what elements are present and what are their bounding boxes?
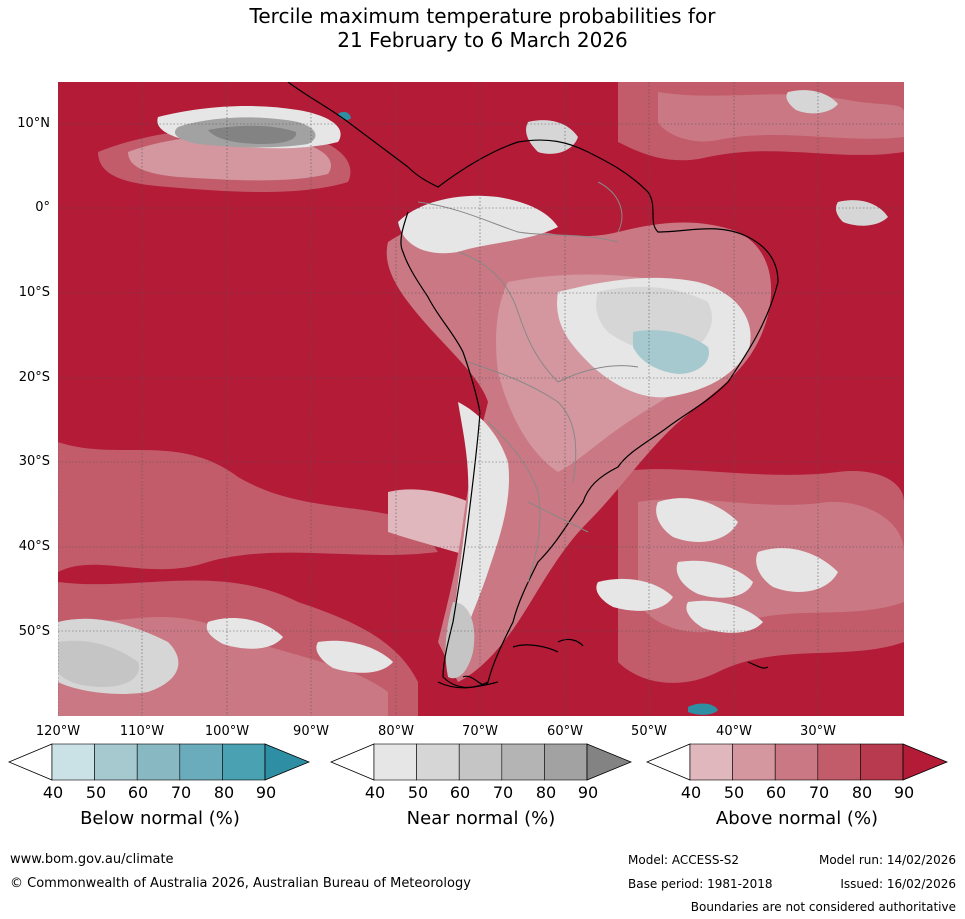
above-colorbar-box [817, 743, 861, 781]
below-colorbar-box [51, 743, 95, 781]
below-colorbar-box [136, 743, 181, 781]
boundaries-disclaimer: Boundaries are not considered authoritat… [690, 900, 956, 914]
below-tick: 50 [85, 783, 107, 802]
lat-label-0: 0° [35, 200, 50, 215]
coastline [287, 82, 779, 689]
near-colorbar-box [544, 743, 588, 781]
above-colorbar-box [689, 743, 733, 781]
above-tick: 50 [723, 783, 745, 802]
lon-label-80w: 80°W [378, 724, 414, 739]
above-tick: 80 [851, 783, 873, 802]
lat-label-10n: 10°N [17, 116, 50, 131]
below-colorbar-box [94, 743, 138, 781]
title-line-1: Tercile maximum temperature probabilitie… [249, 4, 716, 28]
near-normal-label: Near normal (%) [406, 808, 556, 829]
map-canvas [58, 82, 904, 716]
near-tick: 60 [449, 783, 471, 802]
base-period: Base period: 1981-2018 [628, 877, 773, 891]
above-colorbar-low-arrow [646, 743, 691, 781]
above-normal-label: Above normal (%) [715, 808, 879, 829]
near-tick: 90 [577, 783, 599, 802]
above-normal-colorbar [646, 743, 948, 781]
chart-title: Tercile maximum temperature probabilitie… [0, 4, 965, 52]
below-colorbar-low-arrow [8, 743, 53, 781]
near-tick: 40 [364, 783, 386, 802]
lon-label-60w: 60°W [547, 724, 583, 739]
probability-map [58, 82, 904, 716]
near-normal-colorbar [330, 743, 632, 781]
near-tick: 70 [492, 783, 514, 802]
above-tick: 70 [808, 783, 830, 802]
below-tick: 60 [127, 783, 149, 802]
lat-label-30s: 30°S [18, 454, 50, 469]
above-tick: 90 [893, 783, 915, 802]
below-normal-colorbar [8, 743, 310, 781]
graticule [58, 82, 904, 716]
near-colorbar-box [373, 743, 417, 781]
lon-label-50w: 50°W [631, 724, 667, 739]
near-colorbar-low-arrow [330, 743, 375, 781]
below-tick: 90 [255, 783, 277, 802]
below-colorbar-box [222, 743, 266, 781]
near-normal-ocean-patches [58, 90, 888, 715]
lon-label-40w: 40°W [716, 724, 752, 739]
above-colorbar-box [774, 743, 819, 781]
copyright: © Commonwealth of Australia 2026, Austra… [10, 876, 471, 891]
lat-label-20s: 20°S [18, 370, 50, 385]
near-tick: 50 [407, 783, 429, 802]
lat-label-50s: 50°S [18, 624, 50, 639]
lon-label-100w: 100°W [204, 724, 250, 739]
above-colorbar-box [732, 743, 776, 781]
near-colorbar-box [501, 743, 545, 781]
below-tick: 40 [42, 783, 64, 802]
below-tick: 70 [170, 783, 192, 802]
issued-date: Issued: 16/02/2026 [840, 877, 956, 891]
lon-label-90w: 90°W [293, 724, 329, 739]
near-colorbar-high-arrow [586, 743, 632, 781]
country-borders [417, 181, 639, 583]
above-colorbar-high-arrow [902, 743, 948, 781]
continent-probability-fill [386, 120, 772, 682]
below-colorbar-box [179, 743, 223, 781]
below-colorbar-high-arrow [264, 743, 310, 781]
above-tick: 60 [765, 783, 787, 802]
lon-label-70w: 70°W [462, 724, 498, 739]
model-name: Model: ACCESS-S2 [628, 853, 740, 867]
lon-label-110w: 110°W [119, 724, 165, 739]
lat-label-10s: 10°S [18, 285, 50, 300]
near-tick: 80 [535, 783, 557, 802]
lon-label-120w: 120°W [35, 724, 81, 739]
near-colorbar-box [458, 743, 503, 781]
below-tick: 80 [213, 783, 235, 802]
model-run: Model run: 14/02/2026 [818, 853, 956, 867]
below-normal-label: Below normal (%) [80, 808, 240, 829]
above-colorbar-box [860, 743, 904, 781]
above-tick: 40 [680, 783, 702, 802]
lat-label-40s: 40°S [18, 539, 50, 554]
near-colorbar-box [416, 743, 460, 781]
lon-label-30w: 30°W [800, 724, 836, 739]
title-line-2: 21 February to 6 March 2026 [337, 28, 628, 52]
source-url: www.bom.gov.au/climate [10, 852, 174, 867]
